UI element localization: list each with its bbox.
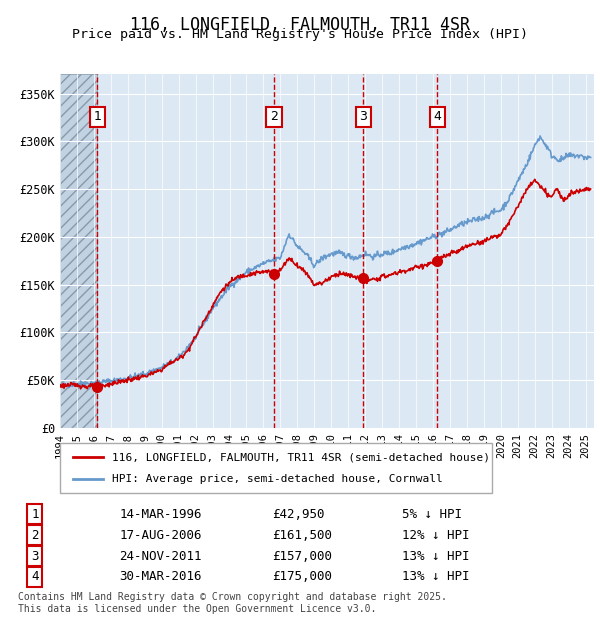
- Text: £42,950: £42,950: [272, 508, 325, 521]
- Text: 116, LONGFIELD, FALMOUTH, TR11 4SR: 116, LONGFIELD, FALMOUTH, TR11 4SR: [130, 16, 470, 33]
- Text: 1: 1: [94, 110, 101, 123]
- Text: 24-NOV-2011: 24-NOV-2011: [119, 549, 202, 562]
- Text: Price paid vs. HM Land Registry's House Price Index (HPI): Price paid vs. HM Land Registry's House …: [72, 28, 528, 41]
- Text: £157,000: £157,000: [272, 549, 332, 562]
- Text: HPI: Average price, semi-detached house, Cornwall: HPI: Average price, semi-detached house,…: [112, 474, 443, 484]
- Text: 13% ↓ HPI: 13% ↓ HPI: [401, 549, 469, 562]
- Text: 4: 4: [31, 570, 38, 583]
- Text: 116, LONGFIELD, FALMOUTH, TR11 4SR (semi-detached house): 116, LONGFIELD, FALMOUTH, TR11 4SR (semi…: [112, 452, 490, 462]
- Text: £161,500: £161,500: [272, 529, 332, 542]
- Bar: [60, 74, 97, 428]
- Text: 5% ↓ HPI: 5% ↓ HPI: [401, 508, 461, 521]
- Text: £175,000: £175,000: [272, 570, 332, 583]
- Text: 12% ↓ HPI: 12% ↓ HPI: [401, 529, 469, 542]
- Text: 30-MAR-2016: 30-MAR-2016: [119, 570, 202, 583]
- Text: Contains HM Land Registry data © Crown copyright and database right 2025.
This d: Contains HM Land Registry data © Crown c…: [18, 592, 447, 614]
- Text: 14-MAR-1996: 14-MAR-1996: [119, 508, 202, 521]
- Text: 3: 3: [359, 110, 367, 123]
- Text: 13% ↓ HPI: 13% ↓ HPI: [401, 570, 469, 583]
- Text: 2: 2: [31, 529, 38, 542]
- Text: 1: 1: [31, 508, 38, 521]
- Text: 17-AUG-2006: 17-AUG-2006: [119, 529, 202, 542]
- Bar: [60, 74, 97, 428]
- Text: 3: 3: [31, 549, 38, 562]
- Text: 2: 2: [270, 110, 278, 123]
- FancyBboxPatch shape: [60, 443, 492, 493]
- Text: 4: 4: [433, 110, 441, 123]
